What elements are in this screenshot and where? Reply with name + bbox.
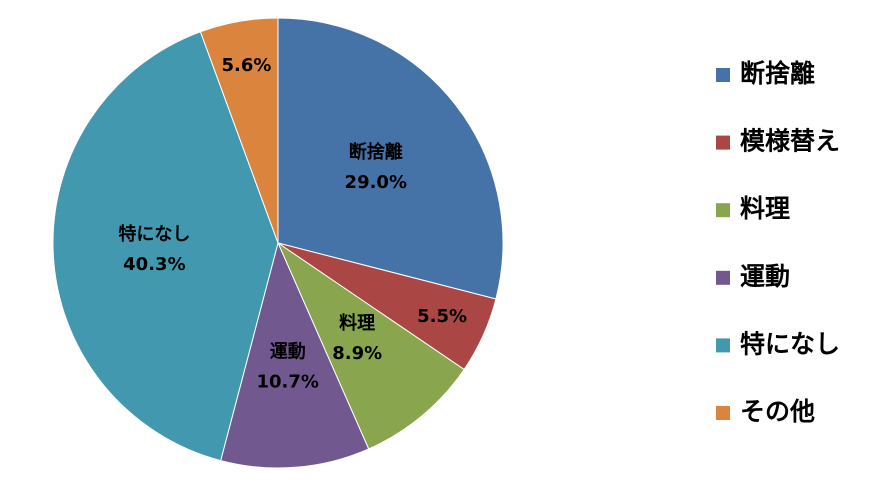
legend-swatch xyxy=(716,135,730,150)
legend-label: 模様替え xyxy=(740,127,840,156)
pie-slice xyxy=(199,17,279,244)
legend-label: 特になし xyxy=(740,329,840,358)
slice-category-label: 特になし xyxy=(118,223,190,245)
legend-label: 運動 xyxy=(740,262,790,291)
legend-label: その他 xyxy=(740,397,815,426)
slice-category-label: 運動 xyxy=(270,340,306,362)
pie-slice xyxy=(276,241,465,450)
slice-value-label: 5.6% xyxy=(222,55,272,76)
legend-swatch xyxy=(716,270,730,285)
slice-category-label: 断捨離 xyxy=(349,141,403,163)
legend-label: 料理 xyxy=(740,194,790,223)
slice-value-label: 10.7% xyxy=(256,371,318,392)
legend-swatch xyxy=(716,203,730,218)
legend-swatch xyxy=(716,68,730,82)
legend-swatch xyxy=(716,406,730,420)
pie-slice xyxy=(277,17,504,300)
slice-value-label: 29.0% xyxy=(345,172,407,193)
slice-value-label: 8.9% xyxy=(332,343,382,364)
legend-label: 断捨離 xyxy=(740,59,815,88)
slice-value-label: 40.3% xyxy=(123,254,185,275)
pie-slice xyxy=(220,241,370,469)
slice-category-label: 料理 xyxy=(339,312,375,334)
legend-swatch xyxy=(716,338,730,353)
pie-slice xyxy=(52,31,279,462)
slice-value-label: 5.5% xyxy=(417,306,467,327)
